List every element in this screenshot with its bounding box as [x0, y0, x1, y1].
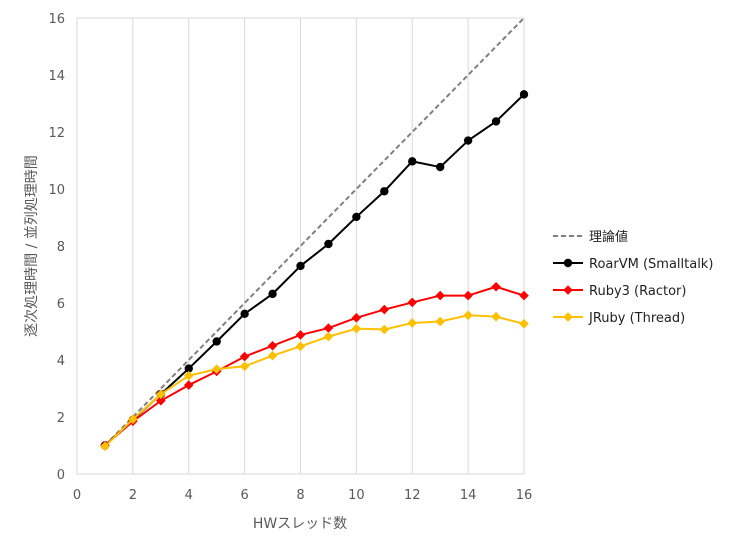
- x-tick-label: 12: [404, 488, 421, 503]
- tick-labels: 0 2 4 6 8 10 12 14 16 0 2 4 6 8 10 12 14 16: [48, 12, 532, 503]
- series-3: [100, 310, 529, 452]
- data-point: [351, 313, 362, 323]
- data-point: [156, 395, 166, 406]
- y-tick-label: 0: [57, 468, 65, 483]
- x-tick-label: 8: [296, 488, 304, 503]
- data-point: [519, 319, 529, 329]
- legend-label: RoarVM (Smalltalk): [589, 257, 713, 272]
- legend-marker: [563, 258, 573, 268]
- x-tick-label: 10: [348, 488, 365, 503]
- data-point: [296, 261, 305, 271]
- y-tick-label: 2: [57, 411, 65, 426]
- data-point: [212, 337, 221, 346]
- series-0: [104, 17, 525, 447]
- legend-marker: [563, 312, 573, 322]
- y-tick-label: 12: [48, 126, 65, 141]
- data-point: [408, 157, 417, 166]
- data-point: [211, 364, 222, 374]
- data-point: [240, 309, 249, 319]
- data-point: [491, 281, 501, 292]
- x-tick-label: 0: [73, 488, 81, 503]
- data-point: [463, 136, 473, 145]
- data-point: [519, 90, 529, 99]
- data-point: [295, 330, 306, 340]
- data-point: [491, 311, 501, 322]
- y-tick-label: 14: [48, 69, 65, 84]
- legend-item-2: Ruby3 (Ractor): [553, 284, 686, 299]
- data-point: [435, 290, 445, 301]
- x-tick-label: 16: [516, 488, 533, 503]
- legend-item-1: RoarVM (Smalltalk): [553, 257, 713, 272]
- series-line-3: [104, 314, 525, 448]
- series-2: [100, 281, 529, 451]
- data-point: [184, 364, 193, 373]
- x-tick-label: 6: [240, 488, 248, 503]
- data-point: [128, 414, 138, 425]
- y-tick-label: 4: [57, 354, 65, 369]
- data-point: [519, 290, 529, 301]
- series-layer: [100, 17, 529, 452]
- data-point: [183, 370, 194, 381]
- data-point: [267, 340, 278, 351]
- series-line-2: [104, 285, 525, 447]
- series-1: [100, 90, 529, 450]
- data-point: [267, 350, 278, 361]
- data-point: [100, 441, 110, 452]
- data-point: [435, 316, 445, 327]
- x-tick-label: 14: [460, 488, 477, 503]
- series-line-0: [104, 17, 525, 447]
- y-tick-label: 16: [48, 12, 65, 27]
- legend-label: 理論値: [589, 229, 628, 245]
- series-line-1: [104, 93, 525, 447]
- data-point: [323, 323, 334, 333]
- x-axis-title: HWスレッド数: [253, 516, 347, 532]
- x-tick-label: 2: [129, 488, 137, 503]
- legend-item-0: 理論値: [553, 229, 628, 245]
- plot-frame: [76, 17, 525, 475]
- data-point: [435, 162, 445, 172]
- y-axis-title: 逐次処理時間 / 並列処理時間: [24, 155, 40, 337]
- data-point: [379, 324, 390, 335]
- data-point: [463, 290, 473, 301]
- y-tick-label: 6: [57, 297, 65, 312]
- data-point: [407, 297, 418, 308]
- legend-item-3: JRuby (Thread): [553, 311, 685, 326]
- data-point: [183, 380, 194, 390]
- data-point: [324, 239, 333, 249]
- data-point: [380, 187, 389, 196]
- data-point: [323, 331, 334, 342]
- y-tick-label: 10: [48, 183, 65, 198]
- legend-label: JRuby (Thread): [588, 311, 685, 326]
- grid: [132, 18, 469, 474]
- legend-marker: [563, 285, 573, 295]
- data-point: [268, 289, 277, 299]
- data-point: [379, 304, 390, 315]
- data-point: [295, 341, 306, 352]
- data-point: [352, 212, 361, 222]
- data-point: [407, 318, 418, 328]
- data-point: [463, 310, 473, 321]
- data-point: [351, 323, 362, 334]
- legend: 理論値 RoarVM (Smalltalk) Ruby3 (Ractor) JRuby…: [553, 229, 713, 326]
- data-point: [491, 117, 501, 126]
- data-point: [239, 351, 250, 362]
- y-tick-label: 8: [57, 240, 65, 255]
- x-tick-label: 4: [185, 488, 193, 503]
- data-point: [239, 361, 250, 372]
- legend-label: Ruby3 (Ractor): [589, 284, 686, 299]
- data-point: [156, 389, 166, 399]
